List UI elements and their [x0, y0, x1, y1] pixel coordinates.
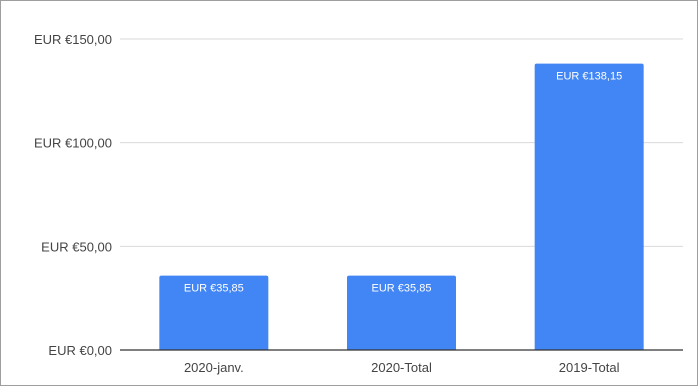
- x-tick-label: 2020-janv.: [184, 360, 244, 375]
- x-axis-tick-labels: 2020-janv. 2020-Total 2019-Total: [184, 360, 620, 375]
- x-tick-label: 2019-Total: [559, 360, 620, 375]
- x-tick-label: 2020-Total: [371, 360, 432, 375]
- bar[interactable]: [347, 275, 456, 350]
- bars: [159, 63, 644, 350]
- y-tick-label: EUR €50,00: [41, 239, 112, 254]
- bar[interactable]: [159, 275, 269, 350]
- bar-data-label: EUR €35,85: [372, 283, 432, 295]
- y-tick-label: EUR €0,00: [48, 343, 112, 358]
- bar[interactable]: [534, 63, 644, 350]
- y-tick-label: EUR €150,00: [34, 32, 112, 47]
- y-axis-tick-labels: EUR €0,00 EUR €50,00 EUR €100,00 EUR €150,0…: [34, 32, 112, 358]
- data-labels: EUR €35,85 EUR €35,85 EUR €138,15: [184, 71, 622, 295]
- y-tick-label: EUR €100,00: [34, 136, 112, 151]
- bar-data-label: EUR €35,85: [184, 283, 244, 295]
- bar-data-label: EUR €138,15: [556, 71, 622, 83]
